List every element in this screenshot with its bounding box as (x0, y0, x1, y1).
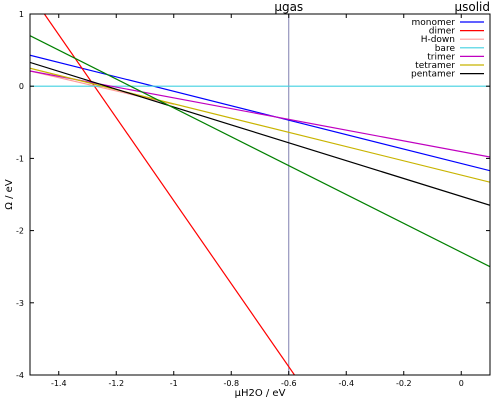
y-tick-label: -3 (16, 299, 24, 308)
plot-lines (30, 14, 490, 375)
x-tick-label: -1.4 (51, 379, 67, 388)
mu-solid-label: μsolid (454, 0, 490, 14)
x-tick-label: -0.4 (338, 379, 354, 388)
legend-label-H-down: H-down (421, 35, 455, 45)
legend-label-bare: bare (435, 44, 456, 54)
series-line-trimer (30, 70, 490, 158)
y-tick-label: 1 (19, 10, 24, 19)
series-line-series-7 (30, 35, 490, 268)
legend-label-monomer: monomer (412, 18, 456, 28)
y-axis-label: Ω / eV (4, 179, 15, 210)
legend-label-tetramer: tetramer (415, 61, 455, 71)
mu-gas-label: μgas (274, 0, 303, 14)
x-axis-label: μH2O / eV (235, 388, 286, 399)
x-tick-label: -1 (170, 379, 178, 388)
y-tick-label: -4 (16, 371, 24, 380)
tick-labels: -1.4 -1.2 -1 -0.8 -0.6 -0.4 -0.2 0 1 0 -1 -2 -3 -4 (16, 10, 464, 388)
legend-label-trimer: trimer (427, 52, 455, 62)
x-tick-label: -1.2 (108, 379, 124, 388)
series-line-pentamer (30, 61, 490, 206)
x-tick-label: -0.6 (281, 379, 297, 388)
legend-label-pentamer: pentamer (411, 70, 455, 80)
legend-label-dimer: dimer (429, 27, 456, 37)
x-tick-label: 0 (459, 379, 464, 388)
series-line-tetramer (30, 67, 490, 183)
legend: monomerdimerH-downbaretrimertetramerpent… (411, 18, 484, 80)
x-tick-label: -0.8 (223, 379, 239, 388)
y-tick-label: -1 (16, 154, 24, 163)
y-tick-label: 0 (19, 82, 24, 91)
series-line-dimer (43, 14, 295, 375)
plot-frame (29, 13, 491, 376)
x-tick-label: -0.2 (396, 379, 412, 388)
series-line-H-down (30, 70, 174, 105)
ticks (30, 13, 490, 376)
y-tick-label: -2 (16, 227, 24, 236)
